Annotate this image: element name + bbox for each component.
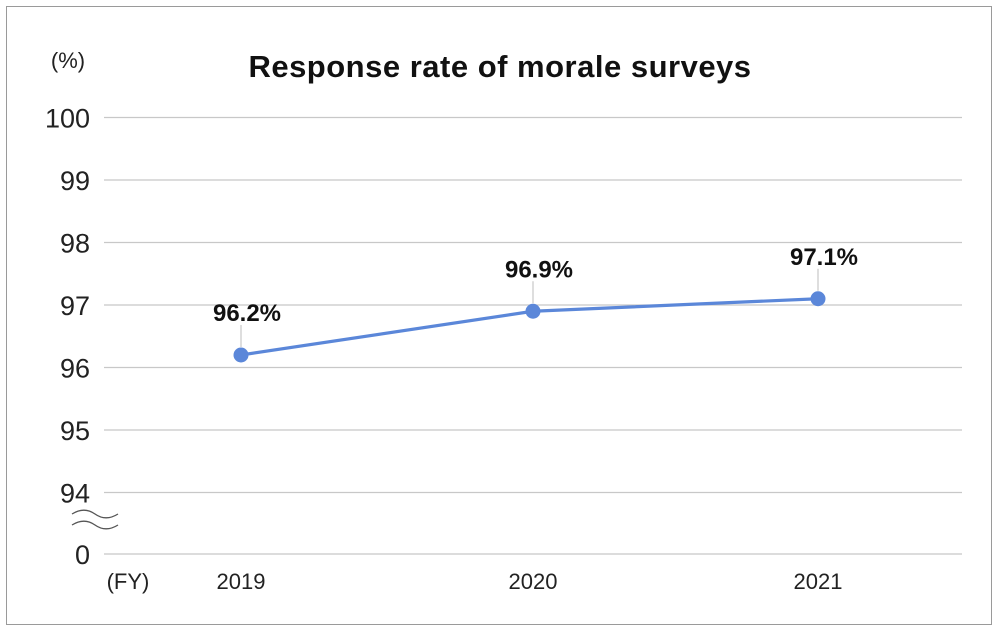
y-tick-label: 94 [60,479,90,509]
y-tick-label: 95 [60,416,90,446]
data-label: 97.1% [790,244,858,271]
y-tick-label: 98 [60,229,90,259]
y-tick-label: 96 [60,354,90,384]
x-axis-unit: (FY) [107,569,150,594]
axis-break-mark [71,520,119,530]
chart-title: Response rate of morale surveys [248,49,751,84]
data-label: 96.9% [505,256,573,283]
y-tick-label: 99 [60,166,90,196]
data-label: 96.2% [213,300,281,327]
data-point [810,291,826,307]
y-tick-label: 97 [60,291,90,321]
data-point [233,347,249,363]
x-tick-label: 2021 [794,569,843,594]
x-tick-label: 2019 [217,569,266,594]
y-tick-label: 100 [45,104,90,134]
data-point [525,303,541,319]
axis-break-mark [71,509,119,519]
y-tick-label: 0 [75,540,90,570]
x-tick-label: 2020 [509,569,558,594]
y-axis-unit: (%) [51,48,85,73]
